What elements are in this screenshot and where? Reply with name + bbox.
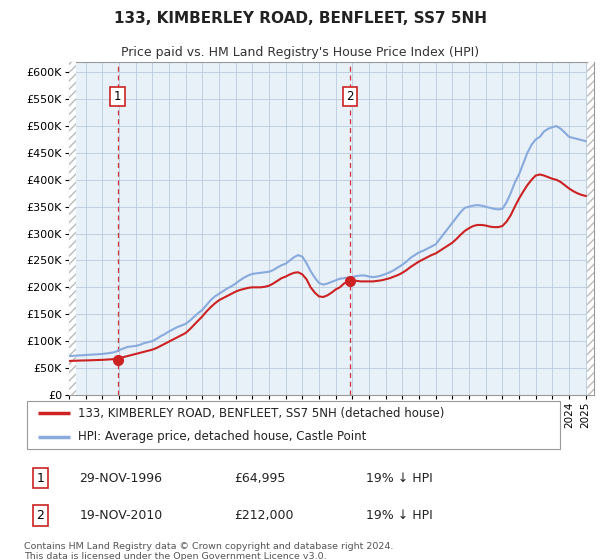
Bar (587, 62, 594, 395)
Text: £64,995: £64,995 (234, 472, 285, 484)
Text: 19% ↓ HPI: 19% ↓ HPI (366, 472, 433, 484)
Text: 1: 1 (114, 90, 121, 103)
Text: HPI: Average price, detached house, Castle Point: HPI: Average price, detached house, Cast… (78, 431, 367, 444)
Text: Contains HM Land Registry data © Crown copyright and database right 2024.
This d: Contains HM Land Registry data © Crown c… (24, 542, 394, 560)
Text: 2: 2 (37, 509, 44, 522)
Bar (69, 62, 76, 395)
FancyBboxPatch shape (27, 401, 560, 449)
Text: 133, KIMBERLEY ROAD, BENFLEET, SS7 5NH: 133, KIMBERLEY ROAD, BENFLEET, SS7 5NH (113, 11, 487, 26)
Text: 29-NOV-1996: 29-NOV-1996 (79, 472, 162, 484)
Text: 2: 2 (347, 90, 354, 103)
Text: 1: 1 (37, 472, 44, 484)
Text: £212,000: £212,000 (234, 509, 293, 522)
Text: 19% ↓ HPI: 19% ↓ HPI (366, 509, 433, 522)
Text: 19-NOV-2010: 19-NOV-2010 (79, 509, 163, 522)
Text: 133, KIMBERLEY ROAD, BENFLEET, SS7 5NH (detached house): 133, KIMBERLEY ROAD, BENFLEET, SS7 5NH (… (78, 407, 445, 419)
Text: Price paid vs. HM Land Registry's House Price Index (HPI): Price paid vs. HM Land Registry's House … (121, 46, 479, 59)
